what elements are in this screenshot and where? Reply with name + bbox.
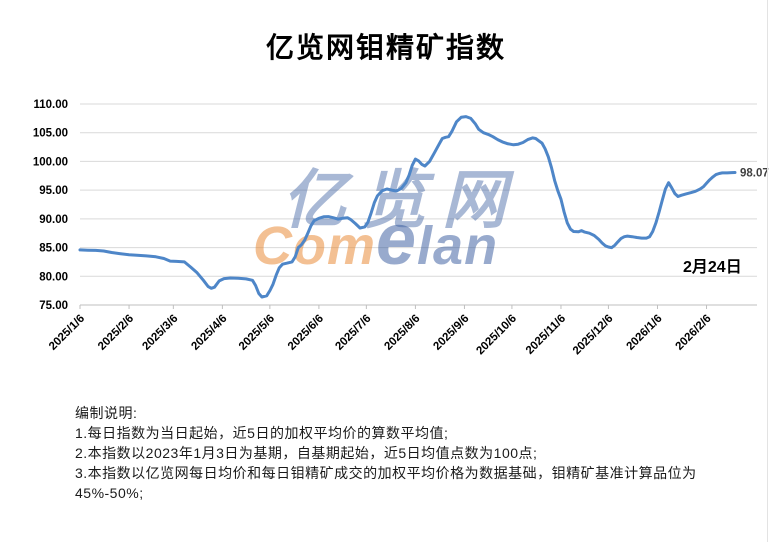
x-axis-tick-label: 2025/6/6	[286, 313, 326, 353]
footnotes: 编制说明: 1.每日指数为当日起始，近5日的加权平均价的算数平均值; 2.本指数…	[75, 403, 765, 503]
x-axis-tick-label: 2025/2/6	[96, 313, 136, 353]
x-axis-tick-label: 2025/4/6	[189, 313, 229, 353]
y-axis-tick-label: 75.00	[39, 300, 68, 312]
watermark-cn-text: 亿览网	[282, 164, 522, 236]
x-axis-tick-label: 2025/10/6	[474, 313, 519, 358]
y-axis-tick-label: 95.00	[39, 185, 68, 197]
chart-title: 亿览网钼精矿指数	[265, 33, 506, 64]
x-axis-tick-label: 2025/9/6	[431, 313, 471, 353]
x-axis-tick-label: 2025/3/6	[140, 313, 180, 353]
y-axis-tick-label: 110.00	[33, 99, 68, 111]
footnote-line-1: 1.每日指数为当日起始，近5日的加权平均价的算数平均值;	[75, 425, 449, 441]
footnote-heading: 编制说明:	[75, 405, 138, 421]
x-axis-tick-label: 2025/5/6	[237, 313, 277, 353]
latest-value-label: 98.07	[740, 168, 769, 180]
x-axis-tick-label: 2025/12/6	[571, 313, 616, 358]
y-axis-tick-label: 85.00	[39, 243, 68, 255]
footnote-line-2: 2.本指数以2023年1月3日为基期，自基期起始，近5日均值点数为100点;	[75, 445, 538, 461]
watermark-logo-text: Comelan	[253, 200, 498, 280]
y-axis-tick-label: 90.00	[39, 214, 68, 226]
y-axis-tick-label: 80.00	[39, 271, 68, 283]
y-axis-tick-label: 100.00	[33, 156, 68, 168]
x-axis-tick-label: 2025/1/6	[47, 313, 87, 353]
latest-date-annotation: 2月24日	[683, 258, 742, 276]
y-axis-tick-label: 105.00	[33, 128, 68, 140]
x-axis-tick-label: 2025/7/6	[333, 313, 373, 353]
footnote-line-3: 3.本指数以亿览网每日均价和每日钼精矿成交的加权平均价格为数据基础，钼精矿基准计…	[75, 465, 697, 501]
x-axis-tick-label: 2026/1/6	[624, 313, 664, 353]
index-series-line	[78, 115, 737, 299]
x-axis-tick-label: 2026/2/6	[674, 313, 714, 353]
window-edge-divider	[767, 0, 768, 542]
x-axis-tick-label: 2025/8/6	[382, 313, 422, 353]
x-axis-tick-label: 2025/11/6	[524, 313, 568, 357]
